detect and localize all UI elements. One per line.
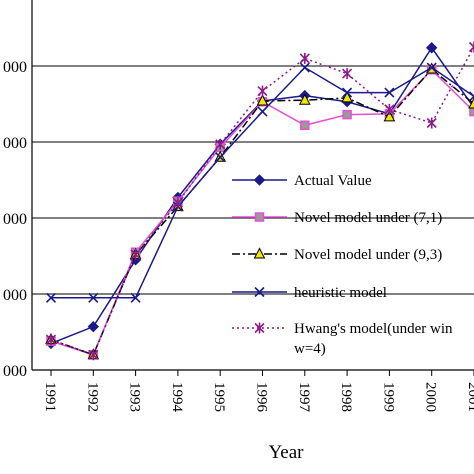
legend-label: Actual Value xyxy=(294,173,372,189)
x-marker xyxy=(254,286,265,298)
triangle-marker xyxy=(341,91,353,103)
legend-item: Actual Value xyxy=(232,173,372,189)
y-axis-tick-labels: 000 000 000 000 000 xyxy=(3,59,27,380)
star-marker xyxy=(468,41,474,53)
x-tick-label: 1993 xyxy=(127,382,143,412)
x-tick-label: 1992 xyxy=(84,382,100,412)
series-5 xyxy=(45,41,474,361)
x-marker xyxy=(257,106,268,117)
legend-label: Novel model under (9,3) xyxy=(294,247,442,263)
square-marker xyxy=(469,106,474,117)
x-marker xyxy=(45,292,57,303)
y-tick-label: 000 xyxy=(3,287,27,304)
star-marker xyxy=(130,248,141,260)
legend-label: Novel model under (7,1) xyxy=(294,210,442,226)
x-tick-label: 1999 xyxy=(380,382,396,412)
diamond-marker xyxy=(87,320,100,333)
plot-frame xyxy=(31,0,474,371)
series-4 xyxy=(45,62,474,303)
star-marker xyxy=(45,334,57,346)
y-tick-label: 000 xyxy=(3,135,27,152)
triangle-marker xyxy=(468,97,474,109)
y-tick-label: 000 xyxy=(3,363,27,380)
x-marker xyxy=(468,91,474,102)
series-lines xyxy=(45,41,474,361)
triangle-marker xyxy=(383,110,396,122)
star-marker xyxy=(426,117,437,129)
square-marker xyxy=(254,212,265,222)
x-tick-label: 1996 xyxy=(254,382,270,413)
legend-item: Hwang's model(under win w=4) xyxy=(232,321,453,357)
x-tick-label: 1997 xyxy=(296,382,312,413)
star-marker xyxy=(88,349,99,361)
x-axis-title: Year xyxy=(268,442,304,463)
star-marker xyxy=(172,197,183,209)
diamond-marker xyxy=(253,174,266,186)
triangle-marker xyxy=(253,247,266,259)
legend-label: Hwang's model(under win xyxy=(294,321,453,337)
x-marker xyxy=(88,292,99,303)
x-tick-label: 1994 xyxy=(169,382,185,413)
legend-item: Novel model under (7,1) xyxy=(232,210,442,226)
x-marker xyxy=(342,87,353,98)
triangle-marker xyxy=(256,94,269,106)
triangle-marker xyxy=(298,93,311,105)
y-tick-label: 000 xyxy=(3,59,27,76)
star-marker xyxy=(342,68,353,80)
star-marker xyxy=(215,138,226,150)
x-marker xyxy=(299,62,310,73)
square-marker xyxy=(342,109,352,120)
legend: Actual Value Novel model under (7,1) Novel… xyxy=(232,173,453,357)
x-tick-label: 1998 xyxy=(338,382,354,412)
x-marker xyxy=(215,152,226,163)
legend-item: Novel model under (9,3) xyxy=(232,247,442,263)
gridlines xyxy=(32,65,474,295)
x-tick-label: 1995 xyxy=(211,382,227,412)
star-marker xyxy=(384,103,395,115)
star-marker xyxy=(257,85,268,97)
star-marker xyxy=(299,52,310,64)
x-marker xyxy=(384,87,395,98)
x-axis-tick-labels: 1991 1992 1993 1994 1995 1996 1997 1998 1999 2000… xyxy=(42,370,474,413)
x-tick-label: 1991 xyxy=(42,382,58,412)
star-marker xyxy=(254,322,265,334)
y-tick-label: 000 xyxy=(3,211,27,228)
diamond-marker xyxy=(425,42,438,54)
x-marker xyxy=(130,292,141,303)
legend-item: heuristic model xyxy=(232,285,387,301)
x-marker xyxy=(426,62,437,73)
x-tick-label: 2000 xyxy=(423,382,439,412)
legend-label-line2: w=4) xyxy=(294,341,326,357)
x-tick-label: 2001 xyxy=(465,382,474,412)
square-marker xyxy=(300,120,310,131)
legend-label: heuristic model xyxy=(294,285,387,301)
